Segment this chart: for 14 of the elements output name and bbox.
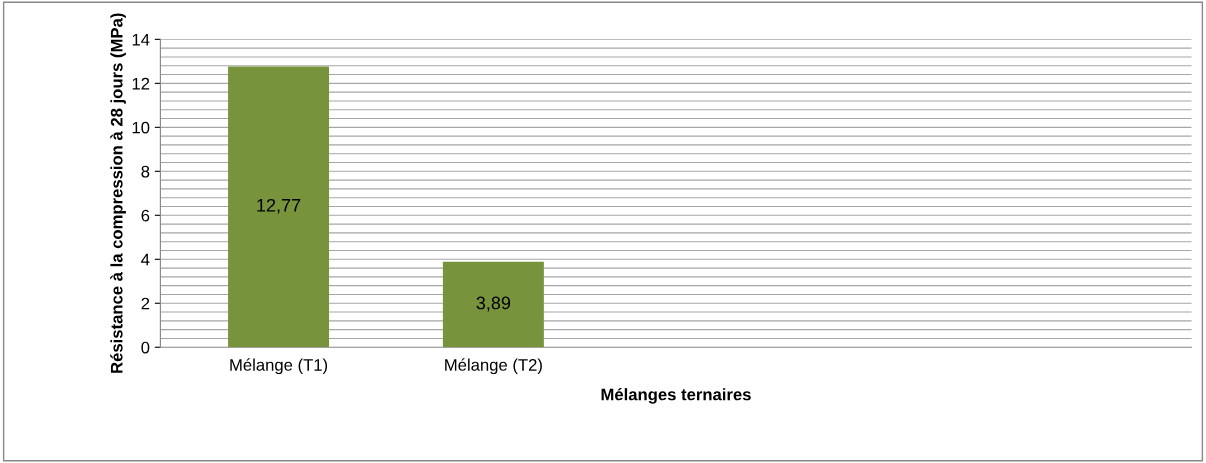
y-tick-label: 8 <box>141 165 150 178</box>
y-tick-label: 2 <box>141 297 150 310</box>
y-tick-label: 6 <box>141 209 150 222</box>
y-tick-label: 0 <box>141 341 150 354</box>
x-tick-label: Mélange (T2) <box>445 358 542 375</box>
data-label: 12,77 <box>257 198 301 214</box>
x-tick-label: Mélange (T1) <box>230 358 328 375</box>
y-tick-label: 12 <box>132 77 150 90</box>
y-tick-label: 4 <box>141 253 150 266</box>
data-label: 3,89 <box>476 296 511 312</box>
x-axis-title: Mélanges ternaires <box>601 387 751 404</box>
y-tick-label: 14 <box>132 33 150 46</box>
y-axis-title: Résistance à la compression à 28 jours (MPa) <box>110 13 126 373</box>
y-tick-label: 10 <box>132 121 150 134</box>
